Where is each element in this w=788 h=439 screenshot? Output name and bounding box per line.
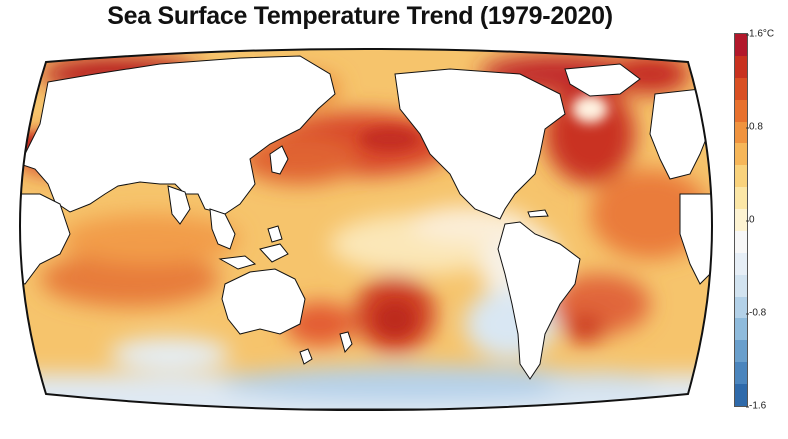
- land-masses: [20, 55, 712, 410]
- colorbar-segment: [735, 34, 747, 57]
- colorbar-segment: [735, 143, 747, 166]
- colorbar-tick-label: 1.6°C: [745, 28, 775, 40]
- colorbar-segment: [735, 77, 747, 101]
- colorbar-segment: [735, 165, 747, 188]
- globe-outline: [19, 48, 713, 411]
- colorbar-tick-label: 0: [746, 214, 755, 226]
- colorbar-tick-label: -1.6: [745, 400, 767, 412]
- colorbar-tick-label: 0.8: [746, 121, 763, 133]
- colorbar-segment: [735, 384, 747, 407]
- colorbar-segment: [735, 362, 747, 385]
- colorbar-segment: [735, 296, 747, 319]
- colorbar-segment: [735, 99, 747, 123]
- colorbar-segment: [735, 187, 747, 210]
- colorbar-segment: [735, 209, 747, 232]
- colorbar-segment: [735, 340, 747, 363]
- colorbar-segment: [735, 55, 747, 79]
- colorbar-segment: [735, 274, 747, 298]
- ocean-field: [20, 49, 712, 410]
- world-sst-map: [19, 48, 713, 411]
- map-title: Sea Surface Temperature Trend (1979-2020…: [107, 2, 613, 30]
- colorbar-segment: [735, 230, 747, 254]
- colorbar-tick-label: -0.8: [745, 307, 767, 319]
- colorbar-segment: [735, 121, 747, 144]
- colorbar-segment: [735, 318, 747, 341]
- colorbar-segment: [735, 252, 747, 276]
